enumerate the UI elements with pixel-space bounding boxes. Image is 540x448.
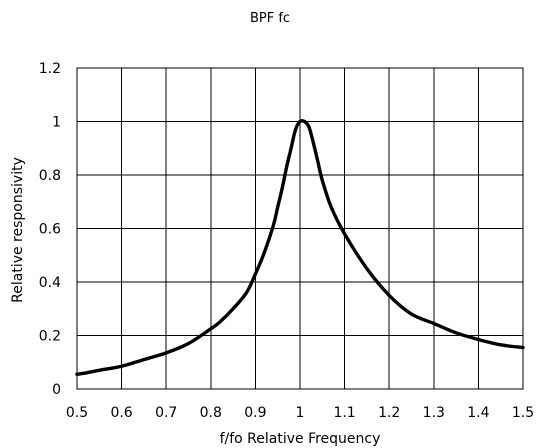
- y-tick-label: 0.4: [39, 275, 61, 291]
- y-tick-labels: 0 0.2 0.4 0.6 0.8 1 1.2: [39, 61, 61, 398]
- x-tick-label: 0.8: [200, 405, 222, 421]
- x-tick-labels: 0.5 0.6 0.7 0.8 0.9 1 1.1 1.2 1.3 1.4 1.5: [66, 405, 534, 421]
- y-tick-label: 1: [52, 115, 61, 131]
- x-tick-label: 1.4: [467, 405, 489, 421]
- grid: [77, 68, 523, 389]
- x-tick-label: 1.3: [423, 405, 445, 421]
- x-tick-label: 0.5: [66, 405, 88, 421]
- y-tick-label: 0: [52, 382, 61, 398]
- y-tick-label: 0.8: [39, 168, 61, 184]
- x-tick-label: 0.7: [155, 405, 177, 421]
- chart-title: BPF fc: [250, 11, 290, 26]
- y-tick-label: 0.6: [39, 222, 61, 238]
- x-tick-label: 1: [296, 405, 305, 421]
- x-tick-label: 1.5: [512, 405, 534, 421]
- plot-frame: [76, 67, 524, 390]
- y-tick-label: 1.2: [39, 61, 61, 77]
- x-tick-label: 0.9: [244, 405, 266, 421]
- y-axis-label: Relative responsivity: [10, 157, 26, 303]
- x-tick-label: 0.6: [110, 405, 132, 421]
- series-line-0: [75, 118, 525, 376]
- x-tick-label: 1.1: [333, 405, 355, 421]
- x-axis-label: f/fo Relative Frequency: [220, 431, 381, 447]
- series-layer: [75, 118, 525, 376]
- x-tick-label: 1.2: [378, 405, 400, 421]
- y-tick-label: 0.2: [39, 329, 61, 345]
